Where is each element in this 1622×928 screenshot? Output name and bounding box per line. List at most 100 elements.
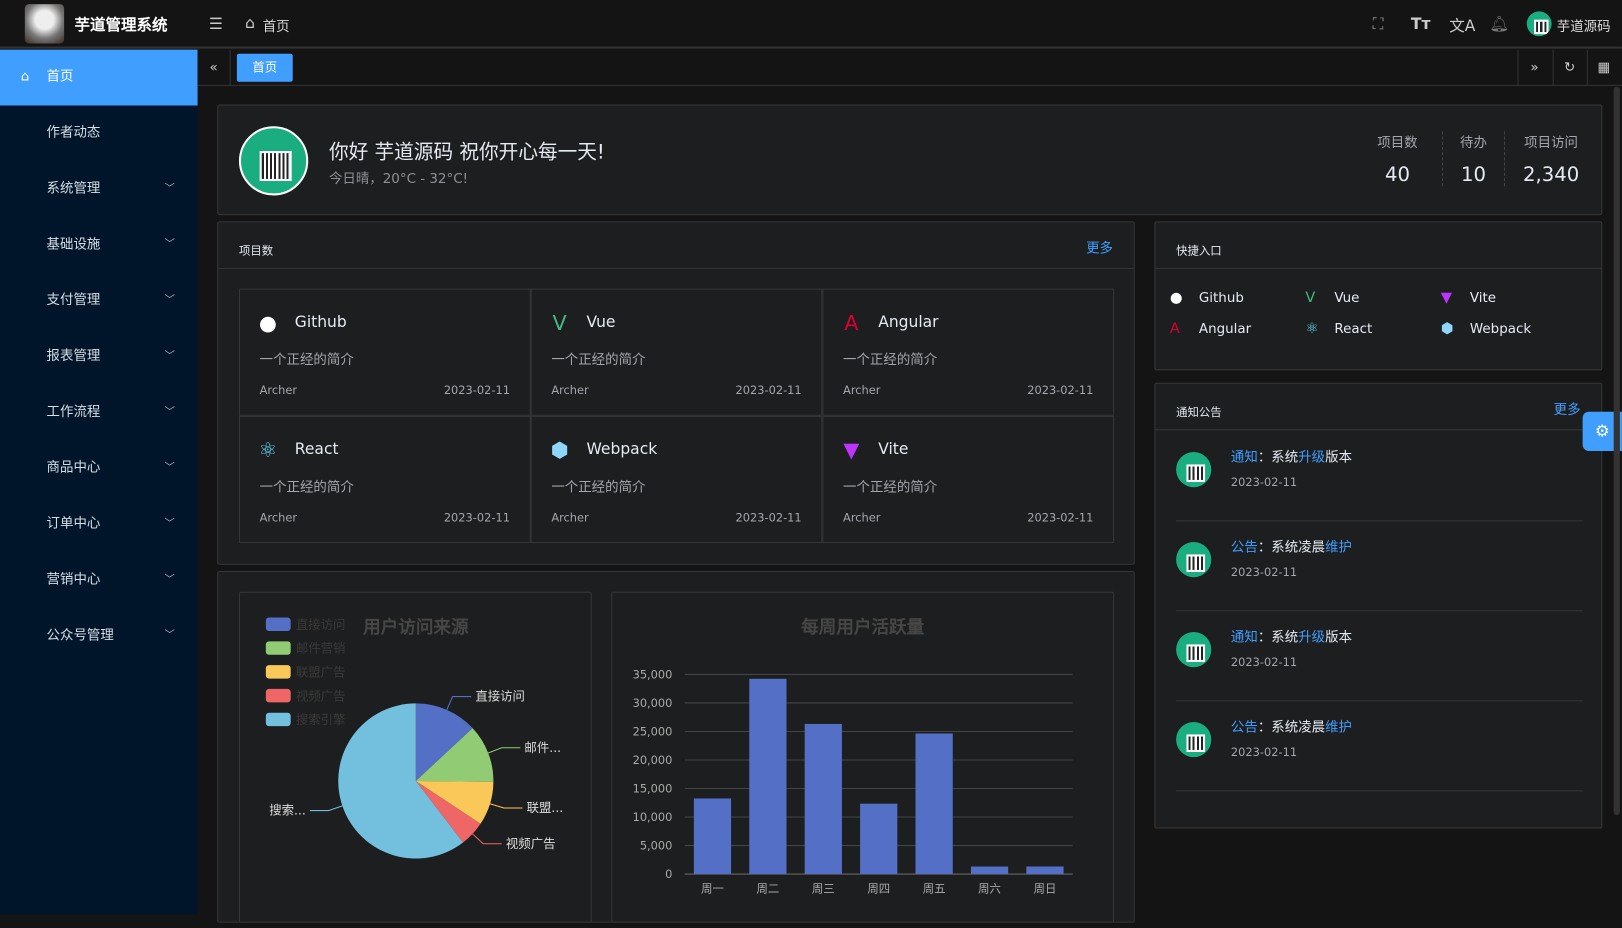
project-name: Vite <box>878 439 909 459</box>
refresh-icon[interactable]: ↻ <box>1552 49 1586 86</box>
pie-label-line <box>472 833 502 845</box>
project-name: Github <box>294 312 347 332</box>
project-date: 2023-02-11 <box>735 510 802 525</box>
project-item[interactable]: ▼ Vite 一个正经的简介 Archer 2023-02-11 <box>822 415 1115 544</box>
y-tick-label: 35,000 <box>633 668 673 682</box>
sidebar-item[interactable]: 系统管理 ﹀ <box>0 161 198 217</box>
shortcut-label: Angular <box>1198 321 1252 338</box>
projects-more-link[interactable]: 更多 <box>1086 241 1114 257</box>
home-icon: ⌂ <box>245 13 256 33</box>
tab-home[interactable]: 首页 <box>236 53 293 82</box>
legend-swatch[interactable] <box>265 688 291 703</box>
bell-icon[interactable]: 🔔︎ <box>1489 14 1510 34</box>
bar[interactable] <box>749 678 787 875</box>
notice-item[interactable]: 公告：系统凌晨维护 2023-02-11 <box>1176 701 1583 792</box>
user-name[interactable]: 芋道源码 <box>1556 19 1611 36</box>
shortcut-label: React <box>1334 321 1373 338</box>
sidebar-item-label: 工作流程 <box>46 404 101 420</box>
fullscreen-icon[interactable]: ⛶ <box>1372 14 1384 34</box>
notice-date: 2023-02-11 <box>1230 745 1298 760</box>
pie-slice[interactable] <box>415 728 494 782</box>
user-avatar[interactable] <box>1526 11 1552 37</box>
shortcut-item[interactable]: ● Github <box>1170 290 1244 307</box>
notice-item[interactable]: 通知：系统升级版本 2023-02-11 <box>1176 431 1583 522</box>
chevron-down-icon: ﹀ <box>164 629 175 642</box>
shortcut-label: Vite <box>1469 290 1497 307</box>
scroll-left-icon[interactable]: « <box>198 49 231 86</box>
sidebar-item[interactable]: 商品中心 ﹀ <box>0 441 198 497</box>
project-item[interactable]: ⬢ Webpack 一个正经的简介 Archer 2023-02-11 <box>530 415 823 544</box>
notices-more-link[interactable]: 更多 <box>1553 402 1581 418</box>
bar[interactable] <box>804 723 842 875</box>
translate-icon[interactable]: 文A <box>1449 16 1476 36</box>
bar[interactable] <box>915 733 953 875</box>
legend-swatch[interactable] <box>265 712 291 727</box>
shortcut-label: Github <box>1198 290 1244 307</box>
legend-label[interactable]: 视频广告 <box>296 688 346 703</box>
bar-title: 每周用户活跃量 <box>801 617 924 638</box>
shortcut-item[interactable]: ⬢ Webpack <box>1441 321 1531 338</box>
greeting: 你好 芋道源码 祝你开心每一天! <box>328 140 605 164</box>
pie-label: 邮件... <box>524 740 561 755</box>
stat-value: 2,340 <box>1522 163 1580 187</box>
sidebar-item[interactable]: 公众号管理 ﹀ <box>0 608 198 664</box>
sidebar-item[interactable]: 报表管理 ﹀ <box>0 329 198 385</box>
pie-label: 视频广告 <box>506 836 556 851</box>
sidebar-item-label: 商品中心 <box>46 460 101 476</box>
legend-label[interactable]: 直接访问 <box>296 617 346 632</box>
pie-label-line <box>489 803 523 809</box>
project-item[interactable]: ⚛ React 一个正经的简介 Archer 2023-02-11 <box>238 415 531 544</box>
app-logo <box>24 4 65 44</box>
project-item[interactable]: A Angular 一个正经的简介 Archer 2023-02-11 <box>822 288 1115 416</box>
font-size-icon[interactable]: Tт <box>1410 14 1431 34</box>
shortcut-item[interactable]: V Vue <box>1305 290 1359 307</box>
bar[interactable] <box>860 803 898 875</box>
sidebar-item[interactable]: 基础设施 ﹀ <box>0 217 198 273</box>
sidebar-item[interactable]: ⌂ 首页 <box>0 49 198 106</box>
bar[interactable] <box>693 798 732 875</box>
legend-swatch[interactable] <box>265 617 291 631</box>
pie-slice[interactable] <box>415 780 494 824</box>
notice-title: 公告：系统凌晨维护 <box>1230 719 1353 736</box>
pie-chart: 用户访问来源直接访问邮件营销联盟广告视频广告搜索引擎直接访问邮件...联盟...… <box>265 617 563 859</box>
project-item[interactable]: V Vue 一个正经的简介 Archer 2023-02-11 <box>530 288 823 416</box>
sidebar-item[interactable]: 订单中心 ﹀ <box>0 497 198 553</box>
project-name: React <box>294 439 339 459</box>
legend-swatch[interactable] <box>265 641 291 655</box>
legend-label[interactable]: 联盟广告 <box>296 664 346 679</box>
notice-item[interactable]: 通知：系统升级版本 2023-02-11 <box>1176 611 1583 702</box>
project-desc: 一个正经的简介 <box>259 479 354 496</box>
menu-fold-icon[interactable]: ☰ <box>208 14 223 34</box>
shortcut-item[interactable]: ⚛ React <box>1305 321 1372 338</box>
stat-projects: 项目数 40 <box>1366 131 1428 187</box>
sidebar-item[interactable]: 作者动态 <box>0 106 198 162</box>
sidebar-item[interactable]: 工作流程 ﹀ <box>0 385 198 441</box>
shortcut-item[interactable]: A Angular <box>1170 321 1251 338</box>
bar[interactable] <box>970 866 1009 875</box>
pie-slice[interactable] <box>338 703 464 859</box>
notice-title: 公告：系统凌晨维护 <box>1230 539 1353 556</box>
project-author: Archer <box>843 510 881 525</box>
breadcrumb[interactable]: 首页 <box>262 19 290 36</box>
stat-value: 40 <box>1384 163 1410 187</box>
shortcut-item[interactable]: ▼ Vite <box>1441 290 1496 307</box>
sidebar-item[interactable]: 营销中心 ﹀ <box>0 552 198 608</box>
chevron-down-icon: ﹀ <box>164 518 175 530</box>
legend-label[interactable]: 邮件营销 <box>296 641 346 656</box>
projects-card: 项目数 更多 ● Github 一个正经的简介 Archer 2023-02-11 V Vue… <box>217 221 1135 565</box>
legend-label[interactable]: 搜索引擎 <box>296 712 346 727</box>
react-icon: ⚛ <box>258 437 278 463</box>
page-scrollbar[interactable] <box>1613 86 1620 816</box>
project-desc: 一个正经的简介 <box>551 352 646 369</box>
sidebar-item[interactable]: 支付管理 ﹀ <box>0 273 198 329</box>
notice-item[interactable]: 公告：系统凌晨维护 2023-02-11 <box>1176 521 1583 612</box>
project-item[interactable]: ● Github 一个正经的简介 Archer 2023-02-11 <box>238 288 531 416</box>
pie-slice[interactable] <box>415 703 473 781</box>
legend-swatch[interactable] <box>265 665 291 679</box>
pie-slice[interactable] <box>415 780 481 843</box>
bar[interactable] <box>1026 866 1064 875</box>
github-icon: ● <box>258 310 277 336</box>
grid-menu-icon[interactable]: ▦ <box>1586 49 1620 86</box>
scroll-right-icon[interactable]: » <box>1517 49 1550 86</box>
x-tick-label: 周五 <box>923 882 946 896</box>
